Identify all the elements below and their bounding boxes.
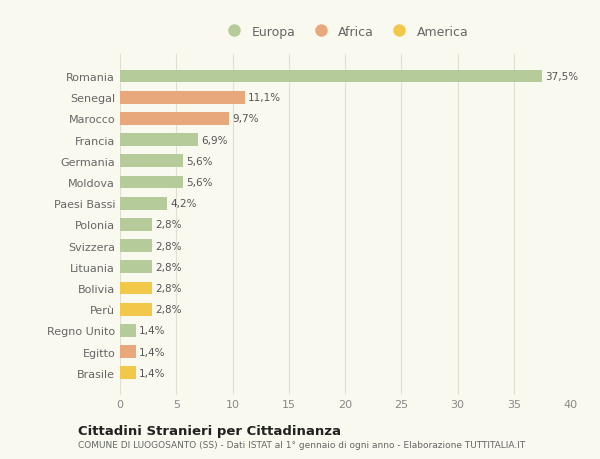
Text: 5,6%: 5,6% xyxy=(187,157,213,167)
Text: 2,8%: 2,8% xyxy=(155,304,181,314)
Bar xyxy=(120,261,151,274)
Bar xyxy=(120,176,183,189)
Text: 6,9%: 6,9% xyxy=(201,135,227,146)
Text: 2,8%: 2,8% xyxy=(155,241,181,251)
Text: 5,6%: 5,6% xyxy=(187,178,213,188)
Text: 1,4%: 1,4% xyxy=(139,368,166,378)
Bar xyxy=(120,346,136,358)
Bar xyxy=(120,155,183,168)
Bar xyxy=(120,71,542,83)
Bar xyxy=(120,240,151,252)
Bar xyxy=(120,218,151,231)
Bar xyxy=(120,134,197,147)
Bar xyxy=(120,92,245,104)
Legend: Europa, Africa, America: Europa, Africa, America xyxy=(217,21,473,44)
Text: 9,7%: 9,7% xyxy=(233,114,259,124)
Bar xyxy=(120,303,151,316)
Text: 4,2%: 4,2% xyxy=(170,199,197,209)
Bar xyxy=(120,282,151,295)
Bar xyxy=(120,113,229,125)
Text: 2,8%: 2,8% xyxy=(155,262,181,272)
Bar xyxy=(120,367,136,379)
Bar xyxy=(120,197,167,210)
Text: 2,8%: 2,8% xyxy=(155,283,181,293)
Text: 37,5%: 37,5% xyxy=(545,72,578,82)
Text: 11,1%: 11,1% xyxy=(248,93,281,103)
Bar xyxy=(120,325,136,337)
Text: COMUNE DI LUOGOSANTO (SS) - Dati ISTAT al 1° gennaio di ogni anno - Elaborazione: COMUNE DI LUOGOSANTO (SS) - Dati ISTAT a… xyxy=(78,441,525,449)
Text: 1,4%: 1,4% xyxy=(139,326,166,336)
Text: Cittadini Stranieri per Cittadinanza: Cittadini Stranieri per Cittadinanza xyxy=(78,424,341,437)
Text: 2,8%: 2,8% xyxy=(155,220,181,230)
Text: 1,4%: 1,4% xyxy=(139,347,166,357)
